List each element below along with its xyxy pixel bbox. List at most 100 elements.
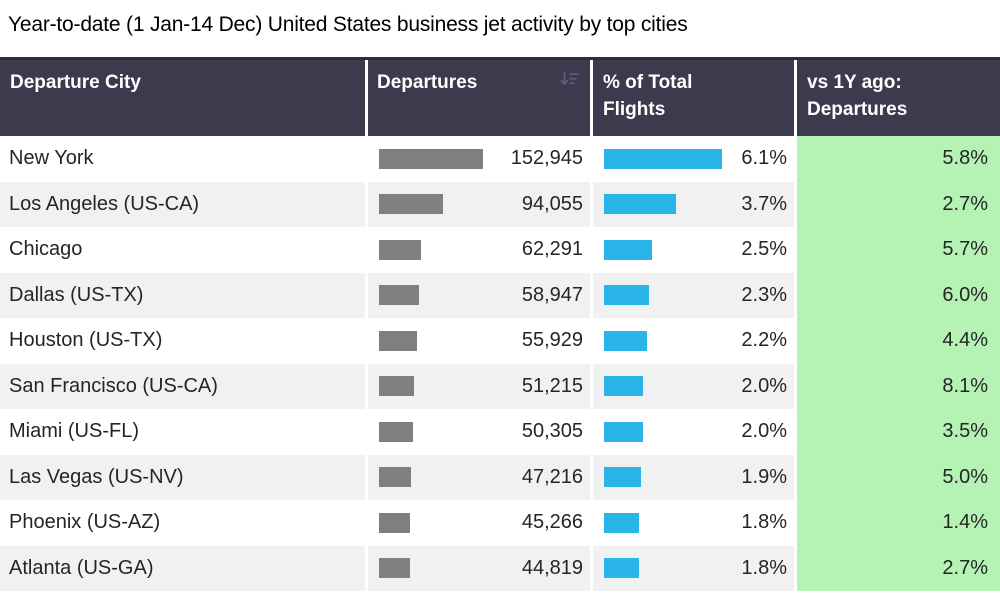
pct-of-total-value: 2.2% bbox=[741, 329, 787, 351]
departure-city-cell: Chicago bbox=[0, 227, 368, 273]
departures-value: 45,266 bbox=[521, 511, 583, 533]
departures-bar bbox=[379, 330, 417, 351]
departures-value: 47,216 bbox=[521, 465, 583, 488]
departures-cell: 55,929 bbox=[368, 318, 593, 364]
departures-cell: 152,945 bbox=[368, 136, 593, 182]
departures-cell: 47,216 bbox=[368, 454, 593, 500]
departure-city-cell: Las Vegas (US-NV) bbox=[0, 454, 368, 500]
vs-1y-ago-cell: 8.1% bbox=[797, 363, 1000, 409]
pct-of-total-cell: 6.1% bbox=[593, 136, 797, 182]
pct-of-total-cell: 2.0% bbox=[593, 363, 797, 409]
pct-of-total-bar bbox=[604, 194, 676, 214]
departures-cell: 94,055 bbox=[368, 181, 593, 227]
vs-1y-ago-cell: 2.7% bbox=[797, 181, 1000, 227]
pct-of-total-value: 2.5% bbox=[741, 238, 787, 260]
pct-of-total-bar bbox=[604, 467, 641, 487]
table-row[interactable]: New York 152,945 6.1% 5.8% bbox=[0, 136, 1000, 182]
departures-bar bbox=[379, 239, 422, 260]
departures-value: 44,819 bbox=[521, 556, 583, 579]
departure-city-cell: Phoenix (US-AZ) bbox=[0, 500, 368, 546]
pct-of-total-cell: 2.3% bbox=[593, 272, 797, 318]
pct-of-total-cell: 1.8% bbox=[593, 545, 797, 591]
pct-of-total-value: 2.0% bbox=[741, 374, 787, 397]
pct-of-total-bar bbox=[604, 376, 643, 396]
pct-of-total-value: 2.0% bbox=[741, 420, 787, 442]
departures-cell: 50,305 bbox=[368, 409, 593, 455]
pct-of-total-cell: 3.7% bbox=[593, 181, 797, 227]
departure-city-cell: Dallas (US-TX) bbox=[0, 272, 368, 318]
departures-bar bbox=[379, 512, 410, 533]
departure-city-cell: Miami (US-FL) bbox=[0, 409, 368, 455]
departures-cell: 62,291 bbox=[368, 227, 593, 273]
departures-bar bbox=[379, 421, 414, 442]
pct-of-total-cell: 2.5% bbox=[593, 227, 797, 273]
table-row[interactable]: Los Angeles (US-CA) 94,055 3.7% 2.7% bbox=[0, 181, 1000, 227]
departure-city-cell: New York bbox=[0, 136, 368, 182]
pct-of-total-cell: 2.0% bbox=[593, 409, 797, 455]
pct-of-total-cell: 1.8% bbox=[593, 500, 797, 546]
column-header-label: vs 1Y ago: Departures bbox=[807, 72, 908, 120]
departures-bar bbox=[379, 194, 443, 214]
pct-of-total-bar bbox=[604, 239, 653, 260]
departures-bar bbox=[379, 558, 410, 578]
column-header-label: Departures bbox=[377, 72, 478, 93]
column-header-departures[interactable]: Departures bbox=[368, 60, 593, 136]
table-row[interactable]: Las Vegas (US-NV) 47,216 1.9% 5.0% bbox=[0, 454, 1000, 500]
pct-of-total-bar bbox=[604, 558, 639, 578]
departures-value: 94,055 bbox=[521, 192, 583, 215]
departures-value: 50,305 bbox=[521, 420, 583, 442]
vs-1y-ago-cell: 5.0% bbox=[797, 454, 1000, 500]
pct-of-total-value: 3.7% bbox=[741, 192, 787, 215]
column-header-label: % of Total Flights bbox=[603, 72, 693, 120]
page-title: Year-to-date (1 Jan-14 Dec) United State… bbox=[8, 13, 688, 36]
table-header-row: Departure City Departures bbox=[0, 57, 1000, 136]
table-row[interactable]: Atlanta (US-GA) 44,819 1.8% 2.7% bbox=[0, 545, 1000, 591]
pct-of-total-bar bbox=[604, 421, 643, 442]
vs-1y-ago-cell: 3.5% bbox=[797, 409, 1000, 455]
departures-value: 58,947 bbox=[521, 283, 583, 306]
departures-bar bbox=[379, 285, 420, 305]
departures-bar bbox=[379, 467, 412, 487]
departures-cell: 45,266 bbox=[368, 500, 593, 546]
departure-city-cell: Los Angeles (US-CA) bbox=[0, 181, 368, 227]
departures-bar bbox=[379, 148, 483, 169]
departure-city-cell: San Francisco (US-CA) bbox=[0, 363, 368, 409]
departure-city-cell: Atlanta (US-GA) bbox=[0, 545, 368, 591]
departures-value: 51,215 bbox=[521, 374, 583, 397]
pct-of-total-value: 1.8% bbox=[741, 511, 787, 533]
column-header-departure-city[interactable]: Departure City bbox=[0, 60, 368, 136]
pct-of-total-value: 6.1% bbox=[741, 147, 787, 169]
departures-value: 152,945 bbox=[510, 147, 583, 169]
pct-of-total-cell: 2.2% bbox=[593, 318, 797, 364]
table-row[interactable]: Houston (US-TX) 55,929 2.2% 4.4% bbox=[0, 318, 1000, 364]
pct-of-total-cell: 1.9% bbox=[593, 454, 797, 500]
vs-1y-ago-cell: 4.4% bbox=[797, 318, 1000, 364]
pct-of-total-bar bbox=[604, 148, 722, 169]
departures-cell: 58,947 bbox=[368, 272, 593, 318]
departures-bar bbox=[379, 376, 414, 396]
table-row[interactable]: Dallas (US-TX) 58,947 2.3% 6.0% bbox=[0, 272, 1000, 318]
table-body: New York 152,945 6.1% 5.8% Los Angeles (… bbox=[0, 136, 1000, 591]
vs-1y-ago-cell: 2.7% bbox=[797, 545, 1000, 591]
table-row[interactable]: San Francisco (US-CA) 51,215 2.0% 8.1% bbox=[0, 363, 1000, 409]
column-header-label: Departure City bbox=[10, 72, 141, 93]
vs-1y-ago-cell: 5.8% bbox=[797, 136, 1000, 182]
departures-cell: 44,819 bbox=[368, 545, 593, 591]
departures-table: Departure City Departures bbox=[0, 57, 1000, 591]
column-header-pct-of-total-flights[interactable]: % of Total Flights bbox=[593, 60, 797, 136]
column-header-vs-1y-ago[interactable]: vs 1Y ago: Departures bbox=[797, 60, 1000, 136]
pct-of-total-bar bbox=[604, 330, 647, 351]
pct-of-total-bar bbox=[604, 512, 639, 533]
vs-1y-ago-cell: 5.7% bbox=[797, 227, 1000, 273]
vs-1y-ago-cell: 6.0% bbox=[797, 272, 1000, 318]
pct-of-total-value: 1.9% bbox=[741, 465, 787, 488]
table-row[interactable]: Phoenix (US-AZ) 45,266 1.8% 1.4% bbox=[0, 500, 1000, 546]
sort-descending-icon[interactable] bbox=[558, 69, 581, 98]
table-row[interactable]: Miami (US-FL) 50,305 2.0% 3.5% bbox=[0, 409, 1000, 455]
departures-cell: 51,215 bbox=[368, 363, 593, 409]
departures-value: 55,929 bbox=[521, 329, 583, 351]
departure-city-cell: Houston (US-TX) bbox=[0, 318, 368, 364]
table-row[interactable]: Chicago 62,291 2.5% 5.7% bbox=[0, 227, 1000, 273]
departures-value: 62,291 bbox=[521, 238, 583, 260]
